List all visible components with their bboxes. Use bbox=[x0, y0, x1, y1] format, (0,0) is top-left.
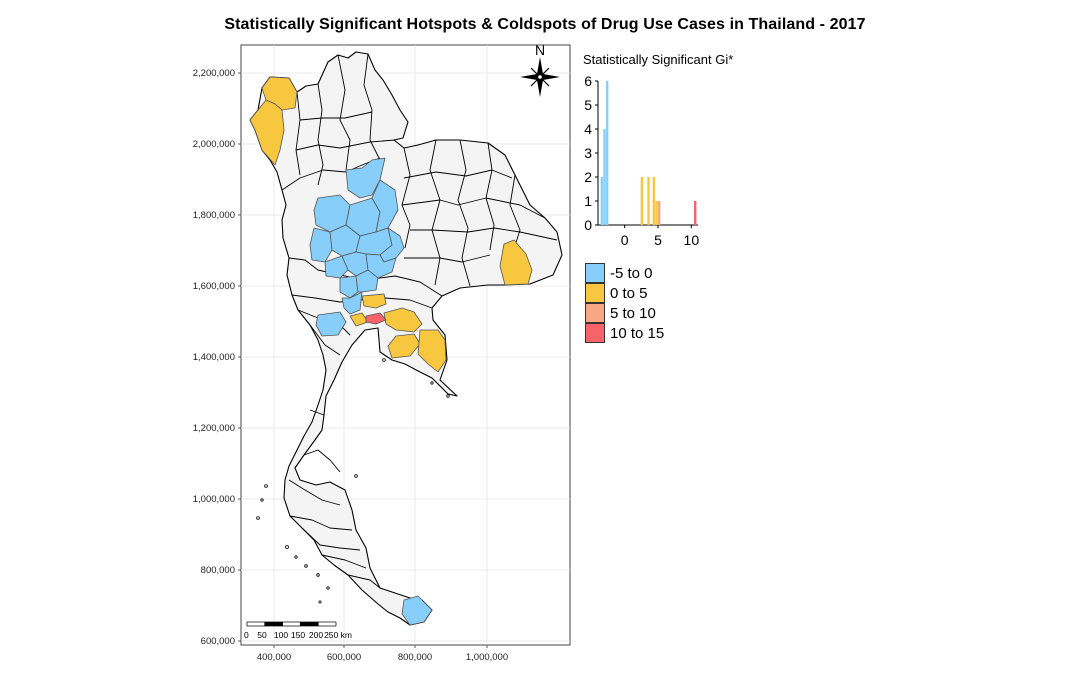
legend-swatch bbox=[585, 303, 605, 323]
y-tick-label: 600,000 bbox=[201, 636, 235, 647]
coldspot-province-west bbox=[315, 311, 347, 337]
scale-bar-segment bbox=[264, 621, 283, 627]
histogram-y-tick-label: 3 bbox=[584, 145, 592, 161]
histogram-bar bbox=[603, 129, 606, 225]
islands bbox=[256, 358, 450, 604]
hotspot-province-high bbox=[365, 312, 387, 325]
y-tick-label: 1,000,000 bbox=[193, 494, 235, 505]
histogram-bar bbox=[694, 201, 697, 225]
histogram-title: Statistically Significant Gi* bbox=[583, 52, 734, 67]
histogram-x-tick-label: 0 bbox=[621, 232, 629, 248]
y-tick-label: 1,400,000 bbox=[193, 352, 235, 363]
y-tick-label: 1,200,000 bbox=[193, 423, 235, 434]
legend: -5 to 0 0 to 5 5 to 10 10 to 15 bbox=[585, 263, 664, 343]
x-tick-label: 400,000 bbox=[257, 652, 291, 663]
histogram-bar bbox=[606, 81, 609, 225]
y-tick-label: 2,200,000 bbox=[193, 68, 235, 79]
legend-swatch bbox=[585, 263, 605, 283]
histogram-bar bbox=[658, 201, 661, 225]
thailand-map bbox=[249, 51, 563, 626]
histogram-bar bbox=[640, 177, 644, 225]
legend-item: 0 to 5 bbox=[585, 283, 664, 303]
histogram-bar bbox=[652, 177, 656, 225]
legend-label: -5 to 0 bbox=[610, 264, 653, 282]
scale-bar-label: 250 km bbox=[324, 630, 352, 640]
histogram-y-tick-label: 4 bbox=[584, 121, 592, 137]
histogram-y-tick-label: 6 bbox=[584, 73, 592, 89]
scale-bar-segment bbox=[317, 621, 337, 627]
legend-label: 10 to 15 bbox=[610, 324, 665, 342]
x-tick-label: 600,000 bbox=[327, 652, 361, 663]
histogram-y-tick-label: 1 bbox=[584, 193, 592, 209]
histogram-x-tick-label: 10 bbox=[684, 232, 700, 248]
y-axis-ticks: 2,200,000 2,000,000 1,800,000 1,600,000 1,40… bbox=[193, 68, 241, 647]
histogram-bar bbox=[600, 177, 604, 225]
y-tick-label: 2,000,000 bbox=[193, 139, 235, 150]
x-axis-ticks: 400,000 600,000 800,000 1,000,000 bbox=[257, 645, 508, 663]
scale-bar-segment bbox=[246, 621, 266, 627]
legend-label: 0 to 5 bbox=[610, 284, 648, 302]
x-tick-label: 800,000 bbox=[398, 652, 432, 663]
scale-bar-label: 200 bbox=[309, 630, 323, 640]
north-label: N bbox=[535, 42, 545, 58]
scale-bar-label: 150 bbox=[291, 630, 305, 640]
legend-item: 10 to 15 bbox=[585, 323, 664, 343]
hotspot-provinces-moderate bbox=[249, 76, 533, 373]
scale-bar-segment bbox=[300, 621, 319, 627]
x-tick-label: 1,000,000 bbox=[466, 652, 508, 663]
map-title: Statistically Significant Hotspots & Col… bbox=[224, 16, 866, 33]
coldspot-provinces-north bbox=[309, 157, 405, 315]
legend-swatch bbox=[585, 283, 605, 303]
coldspot-province-south bbox=[401, 595, 433, 626]
histogram-y-tick-label: 0 bbox=[584, 217, 592, 233]
scale-bar-segment bbox=[282, 621, 301, 627]
histogram-y-tick-label: 5 bbox=[584, 97, 592, 113]
scale-bar-label: 50 bbox=[257, 630, 267, 640]
scale-bar-label: 100 bbox=[274, 630, 288, 640]
histogram-bar bbox=[647, 177, 650, 225]
scale-bar-label: 0 bbox=[244, 630, 249, 640]
y-tick-label: 1,800,000 bbox=[193, 210, 235, 221]
north-arrow-icon bbox=[520, 57, 560, 97]
legend-swatch bbox=[585, 323, 605, 343]
y-tick-label: 800,000 bbox=[201, 565, 235, 576]
y-tick-label: 1,600,000 bbox=[193, 281, 235, 292]
scale-bar: 0 50 100 150 200 250 km bbox=[244, 621, 352, 640]
histogram-x-tick-label: 5 bbox=[654, 232, 662, 248]
legend-item: -5 to 0 bbox=[585, 263, 664, 283]
histogram: 0 1 2 3 4 5 6 0 5 10 bbox=[584, 73, 699, 248]
legend-item: 5 to 10 bbox=[585, 303, 664, 323]
histogram-y-tick-label: 2 bbox=[584, 169, 592, 185]
legend-label: 5 to 10 bbox=[610, 304, 656, 322]
histogram-bar bbox=[655, 201, 658, 225]
